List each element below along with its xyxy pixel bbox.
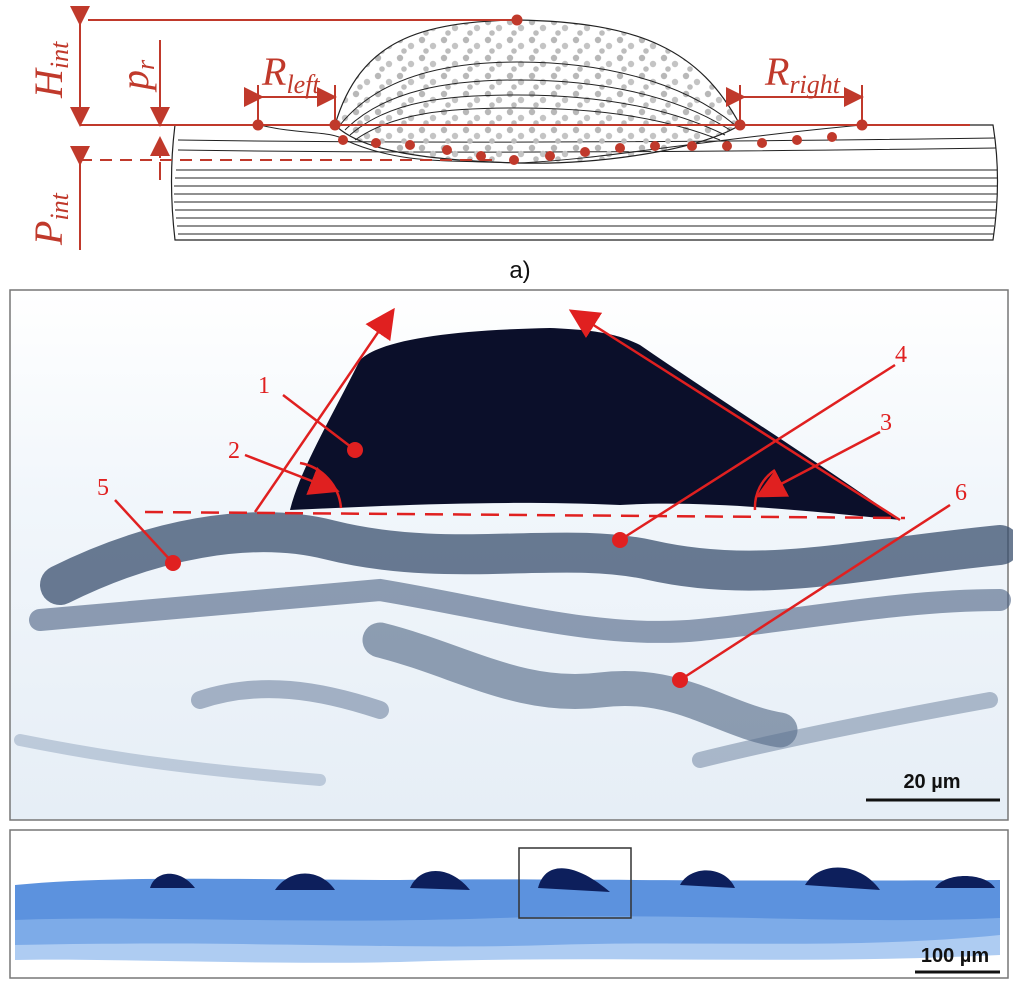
label-p-r: pr <box>112 59 160 93</box>
label-p-int: Pint <box>26 192 74 246</box>
figure: Hint pr Rleft Rright Pint a) 1 2 3 4 5 6… <box>0 0 1013 984</box>
schematic: Hint pr Rleft Rright Pint a) <box>26 15 998 285</box>
callout-4: 4 <box>895 342 907 368</box>
callout-6: 6 <box>955 480 967 506</box>
callout-2: 2 <box>228 438 240 464</box>
overview-scale-bar-label: 100 µm <box>921 945 989 967</box>
callout-5: 5 <box>97 475 109 501</box>
callout-1: 1 <box>258 373 270 399</box>
overview: 100 µm <box>10 830 1008 978</box>
caption: a) <box>509 257 530 284</box>
micrograph: 1 2 3 4 5 6 20 µm <box>10 290 1008 820</box>
scale-bar-label: 20 µm <box>903 771 960 793</box>
callout-3: 3 <box>880 410 892 436</box>
label-r-right: Rright <box>764 49 841 99</box>
label-r-left: Rleft <box>261 49 320 99</box>
label-h-int: Hint <box>26 41 74 99</box>
